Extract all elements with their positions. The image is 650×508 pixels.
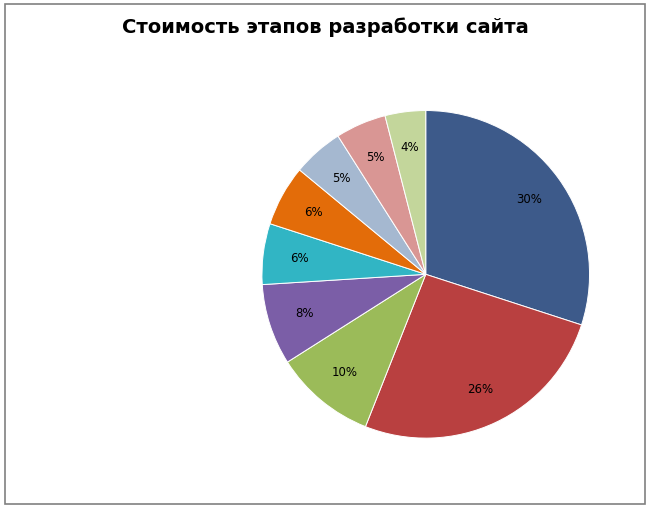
Wedge shape <box>262 274 426 362</box>
Wedge shape <box>426 111 590 325</box>
Text: 6%: 6% <box>304 206 323 219</box>
Wedge shape <box>338 116 426 274</box>
Wedge shape <box>365 274 582 438</box>
Text: 30%: 30% <box>516 193 542 206</box>
Wedge shape <box>262 224 426 284</box>
Wedge shape <box>300 136 426 274</box>
Wedge shape <box>270 170 426 274</box>
Text: 5%: 5% <box>366 150 384 164</box>
Text: 5%: 5% <box>332 172 350 185</box>
Wedge shape <box>385 111 426 274</box>
Text: 4%: 4% <box>400 141 419 154</box>
Wedge shape <box>287 274 426 427</box>
Text: 6%: 6% <box>290 252 308 265</box>
Text: 10%: 10% <box>332 366 358 379</box>
Text: 8%: 8% <box>295 307 313 321</box>
Text: 26%: 26% <box>467 384 493 396</box>
Text: Стоимость этапов разработки сайта: Стоимость этапов разработки сайта <box>122 18 528 38</box>
